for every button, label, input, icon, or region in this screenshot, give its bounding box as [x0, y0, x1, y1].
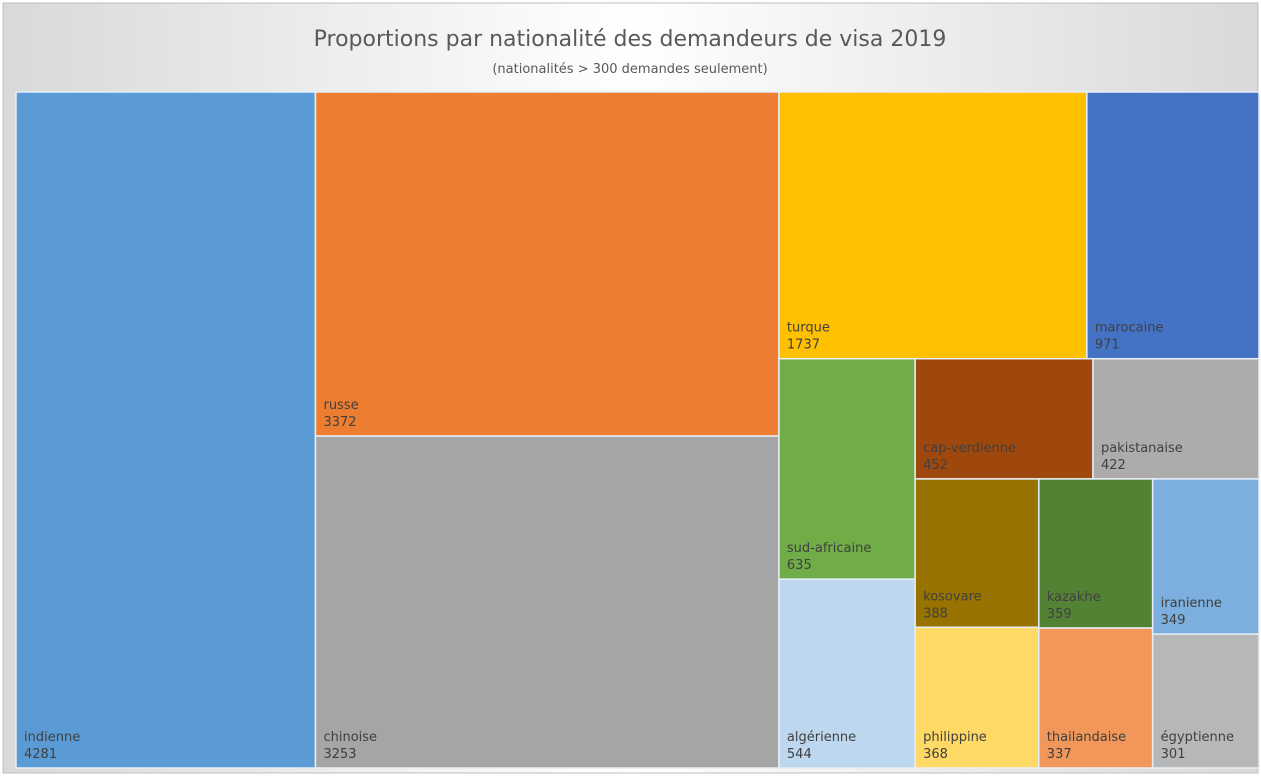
value-label: 635: [787, 558, 812, 573]
tile: [1151, 478, 1260, 635]
tile-label: philippine: [923, 730, 987, 745]
value-label: 349: [1161, 613, 1186, 628]
chart-subtitle: (nationalités > 300 demandes seulement): [492, 62, 767, 77]
value-label: 337: [1047, 747, 1072, 762]
value-label: 544: [787, 747, 812, 762]
value-label: 3253: [323, 747, 356, 762]
tile: [15, 91, 317, 769]
tile-label: iranienne: [1161, 596, 1222, 611]
chart-title: Proportions par nationalité des demandeu…: [314, 27, 947, 52]
value-label: 971: [1095, 338, 1120, 353]
tile-label: pakistanaise: [1101, 441, 1183, 456]
tile-label: sud-africaine: [787, 541, 871, 556]
tile: [1086, 91, 1260, 360]
tile: [1151, 633, 1260, 769]
tile-label: cap-verdienne: [923, 441, 1016, 456]
value-label: 359: [1047, 607, 1072, 622]
tile-label: kosovare: [923, 589, 981, 604]
value-label: 3372: [323, 415, 356, 430]
tile: [914, 357, 1094, 480]
value-label: 388: [923, 606, 948, 621]
tile: [778, 357, 916, 580]
value-label: 422: [1101, 458, 1126, 473]
tile: [914, 478, 1040, 629]
tile-label: indienne: [24, 730, 80, 745]
tile-label: turque: [787, 321, 830, 336]
value-label: 301: [1161, 747, 1186, 762]
tile-label: thailandaise: [1047, 730, 1126, 745]
tile: [314, 91, 780, 437]
tile-label: algérienne: [787, 730, 856, 745]
tile: [314, 435, 780, 769]
tile-label: kazakhe: [1047, 590, 1101, 605]
value-label: 4281: [24, 747, 57, 762]
value-label: 368: [923, 747, 948, 762]
tile: [1038, 627, 1154, 769]
tile: [778, 578, 916, 769]
value-label: 452: [923, 458, 948, 473]
value-label: 1737: [787, 338, 820, 353]
tile: [1092, 357, 1260, 480]
tile-label: égyptienne: [1161, 730, 1234, 745]
tile-label: marocaine: [1095, 321, 1164, 336]
tile: [1038, 478, 1154, 629]
tile-label: russe: [323, 398, 358, 413]
tile-label: chinoise: [323, 730, 377, 745]
tile: [914, 626, 1040, 769]
tile: [778, 91, 1088, 360]
